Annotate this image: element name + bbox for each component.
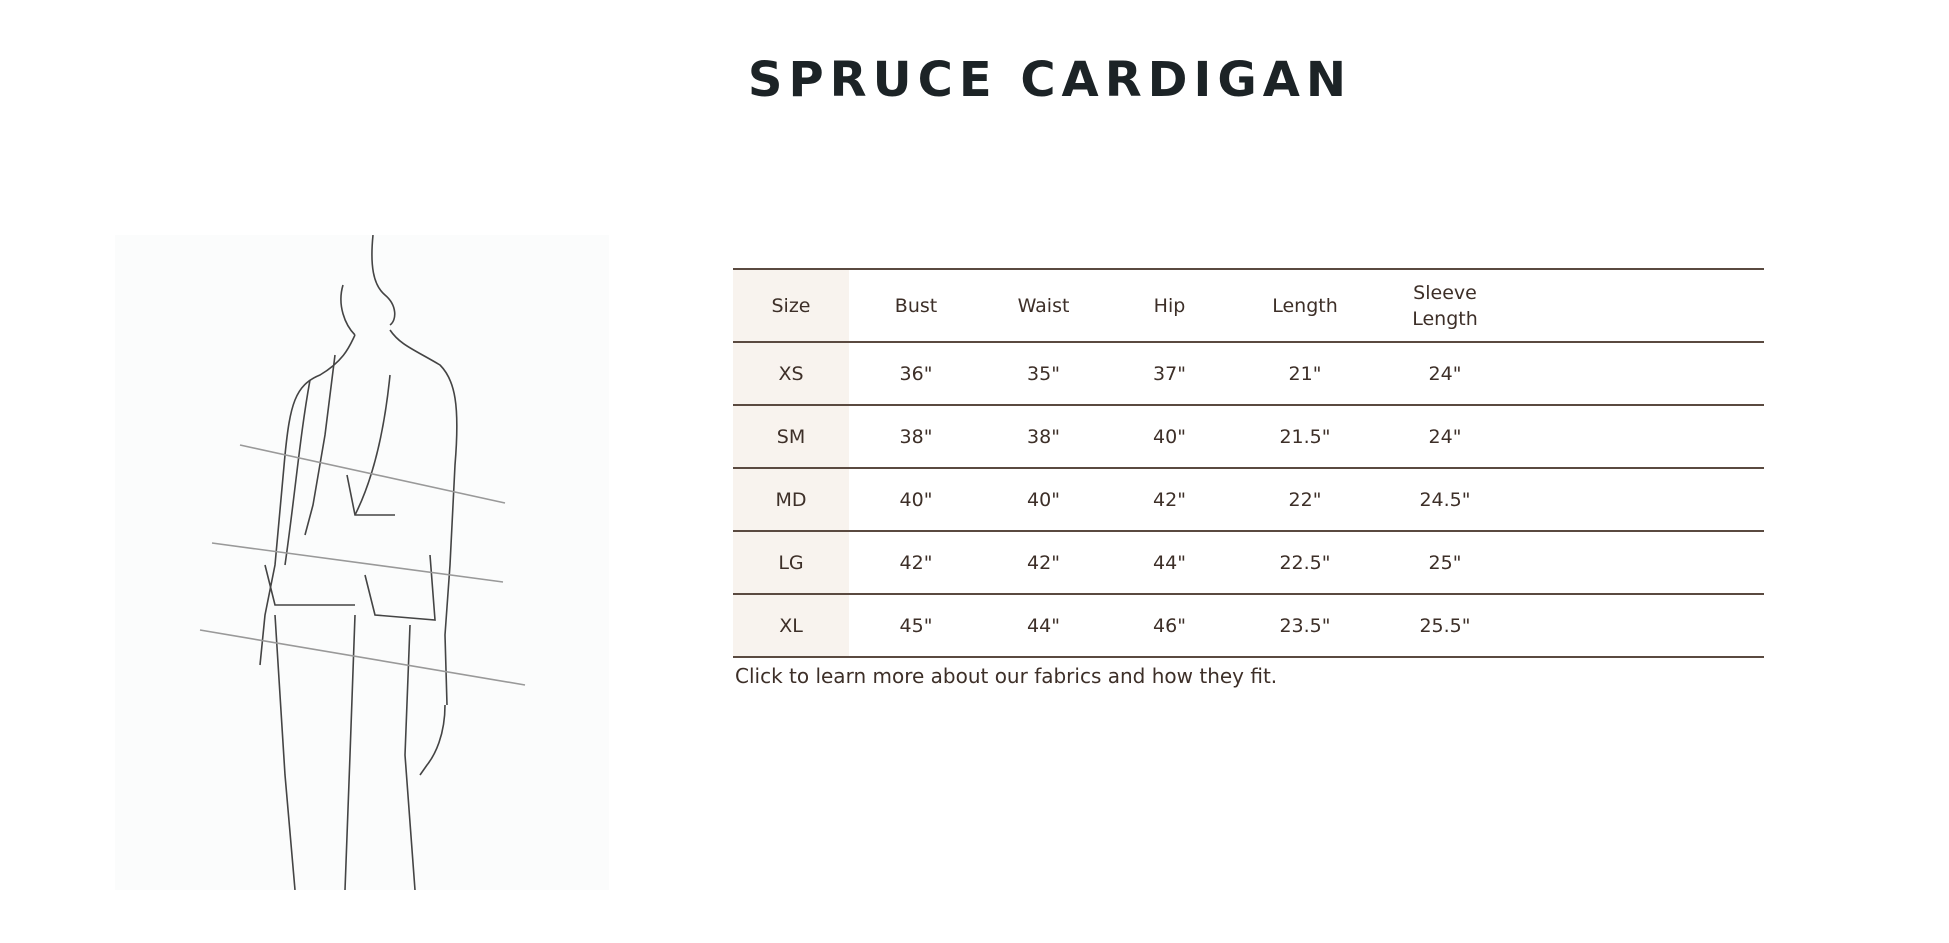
fabrics-fit-link[interactable]: Click to learn more about our fabrics an… — [735, 664, 1278, 688]
cardigan-measurement-sketch — [115, 234, 609, 891]
table-cell: 25" — [1375, 530, 1515, 594]
table-cell: MD — [733, 467, 849, 531]
table-row: XS 36" 35" 37" 21" 24" — [733, 341, 1764, 405]
header-size: Size — [733, 268, 849, 342]
table-cell-filler — [1515, 341, 1764, 405]
table-cell: 24" — [1375, 404, 1515, 468]
table-cell: 21" — [1235, 341, 1375, 405]
header-sleeve-length: Sleeve Length — [1375, 268, 1515, 342]
header-hip: Hip — [1104, 268, 1235, 342]
size-chart-table: Size Bust Waist Hip Length Sleeve Length… — [733, 268, 1764, 658]
table-cell: 36" — [849, 341, 983, 405]
header-filler — [1515, 268, 1764, 342]
table-cell-filler — [1515, 404, 1764, 468]
table-cell: 37" — [1104, 341, 1235, 405]
header-length: Length — [1235, 268, 1375, 342]
table-cell: SM — [733, 404, 849, 468]
table-cell: 40" — [849, 467, 983, 531]
page-title: SPRUCE CARDIGAN — [747, 52, 1353, 108]
table-cell: 46" — [1104, 593, 1235, 658]
table-cell: LG — [733, 530, 849, 594]
table-cell-filler — [1515, 530, 1764, 594]
table-cell: 35" — [983, 341, 1104, 405]
table-cell: XS — [733, 341, 849, 405]
table-row: LG 42" 42" 44" 22.5" 25" — [733, 530, 1764, 594]
table-cell: 38" — [983, 404, 1104, 468]
table-cell: 42" — [983, 530, 1104, 594]
table-cell: 25.5" — [1375, 593, 1515, 658]
table-cell: 42" — [1104, 467, 1235, 531]
table-row: MD 40" 40" 42" 22" 24.5" — [733, 467, 1764, 531]
table-cell: 40" — [1104, 404, 1235, 468]
table-cell: XL — [733, 593, 849, 658]
table-row: SM 38" 38" 40" 21.5" 24" — [733, 404, 1764, 468]
table-cell-filler — [1515, 467, 1764, 531]
table-cell: 44" — [1104, 530, 1235, 594]
table-cell: 40" — [983, 467, 1104, 531]
table-header-row: Size Bust Waist Hip Length Sleeve Length — [733, 268, 1764, 342]
table-cell: 38" — [849, 404, 983, 468]
table-cell: 44" — [983, 593, 1104, 658]
table-cell: 24.5" — [1375, 467, 1515, 531]
table-cell: 21.5" — [1235, 404, 1375, 468]
table-cell: 42" — [849, 530, 983, 594]
table-cell: 24" — [1375, 341, 1515, 405]
table-cell: 45" — [849, 593, 983, 658]
table-cell: 22" — [1235, 467, 1375, 531]
table-row: XL 45" 44" 46" 23.5" 25.5" — [733, 593, 1764, 658]
header-waist: Waist — [983, 268, 1104, 342]
table-cell: 22.5" — [1235, 530, 1375, 594]
header-bust: Bust — [849, 268, 983, 342]
table-cell-filler — [1515, 593, 1764, 658]
table-cell: 23.5" — [1235, 593, 1375, 658]
